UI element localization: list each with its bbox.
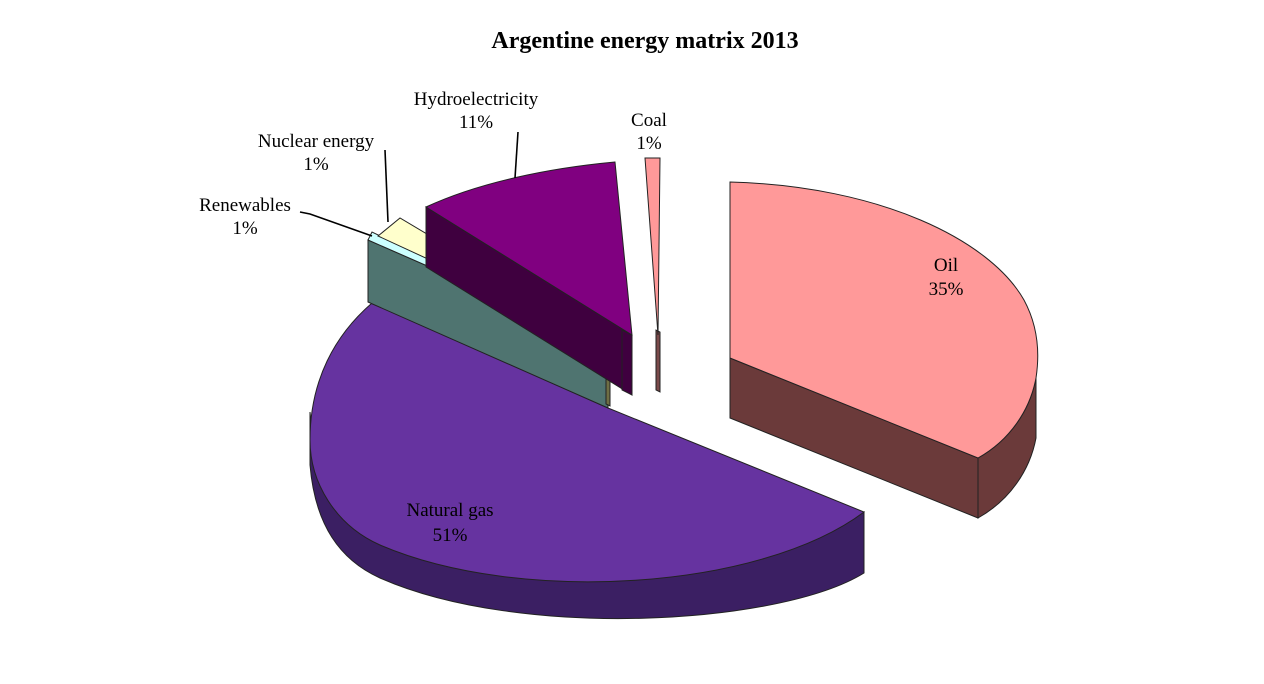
label-oil: Oil [934,255,958,276]
slice-natural-gas-top [309,302,866,583]
percent-renewables: 1% [232,218,258,239]
percent-hydroelectricity: 11% [459,112,493,133]
slice-coal-side [655,329,661,393]
leader-hydroelectricity [514,131,519,179]
slice-hydroelectricity-top [424,161,633,336]
slice-natural-gas [309,302,866,619]
slice-hydroelectricity [424,161,633,396]
slice-oil [729,181,1039,519]
leader-nuclear [384,149,389,223]
label-natural-gas: Natural gas [406,500,493,521]
percent-nuclear-energy: 1% [303,154,329,175]
slice-oil-top [729,181,1039,459]
percent-coal: 1% [636,133,662,154]
slice-hydroelectricity-side-right [621,329,633,396]
label-hydroelectricity: Hydroelectricity [414,89,539,110]
slice-coal [644,157,661,393]
label-nuclear-energy: Nuclear energy [258,131,375,152]
slice-coal-top [644,157,661,336]
percent-oil: 35% [929,279,964,300]
percent-natural-gas: 51% [433,525,468,546]
chart-title: Argentine energy matrix 2013 [491,28,798,54]
label-coal: Coal [631,110,667,131]
label-renewables: Renewables [199,195,291,216]
leader-renewables [299,211,373,237]
